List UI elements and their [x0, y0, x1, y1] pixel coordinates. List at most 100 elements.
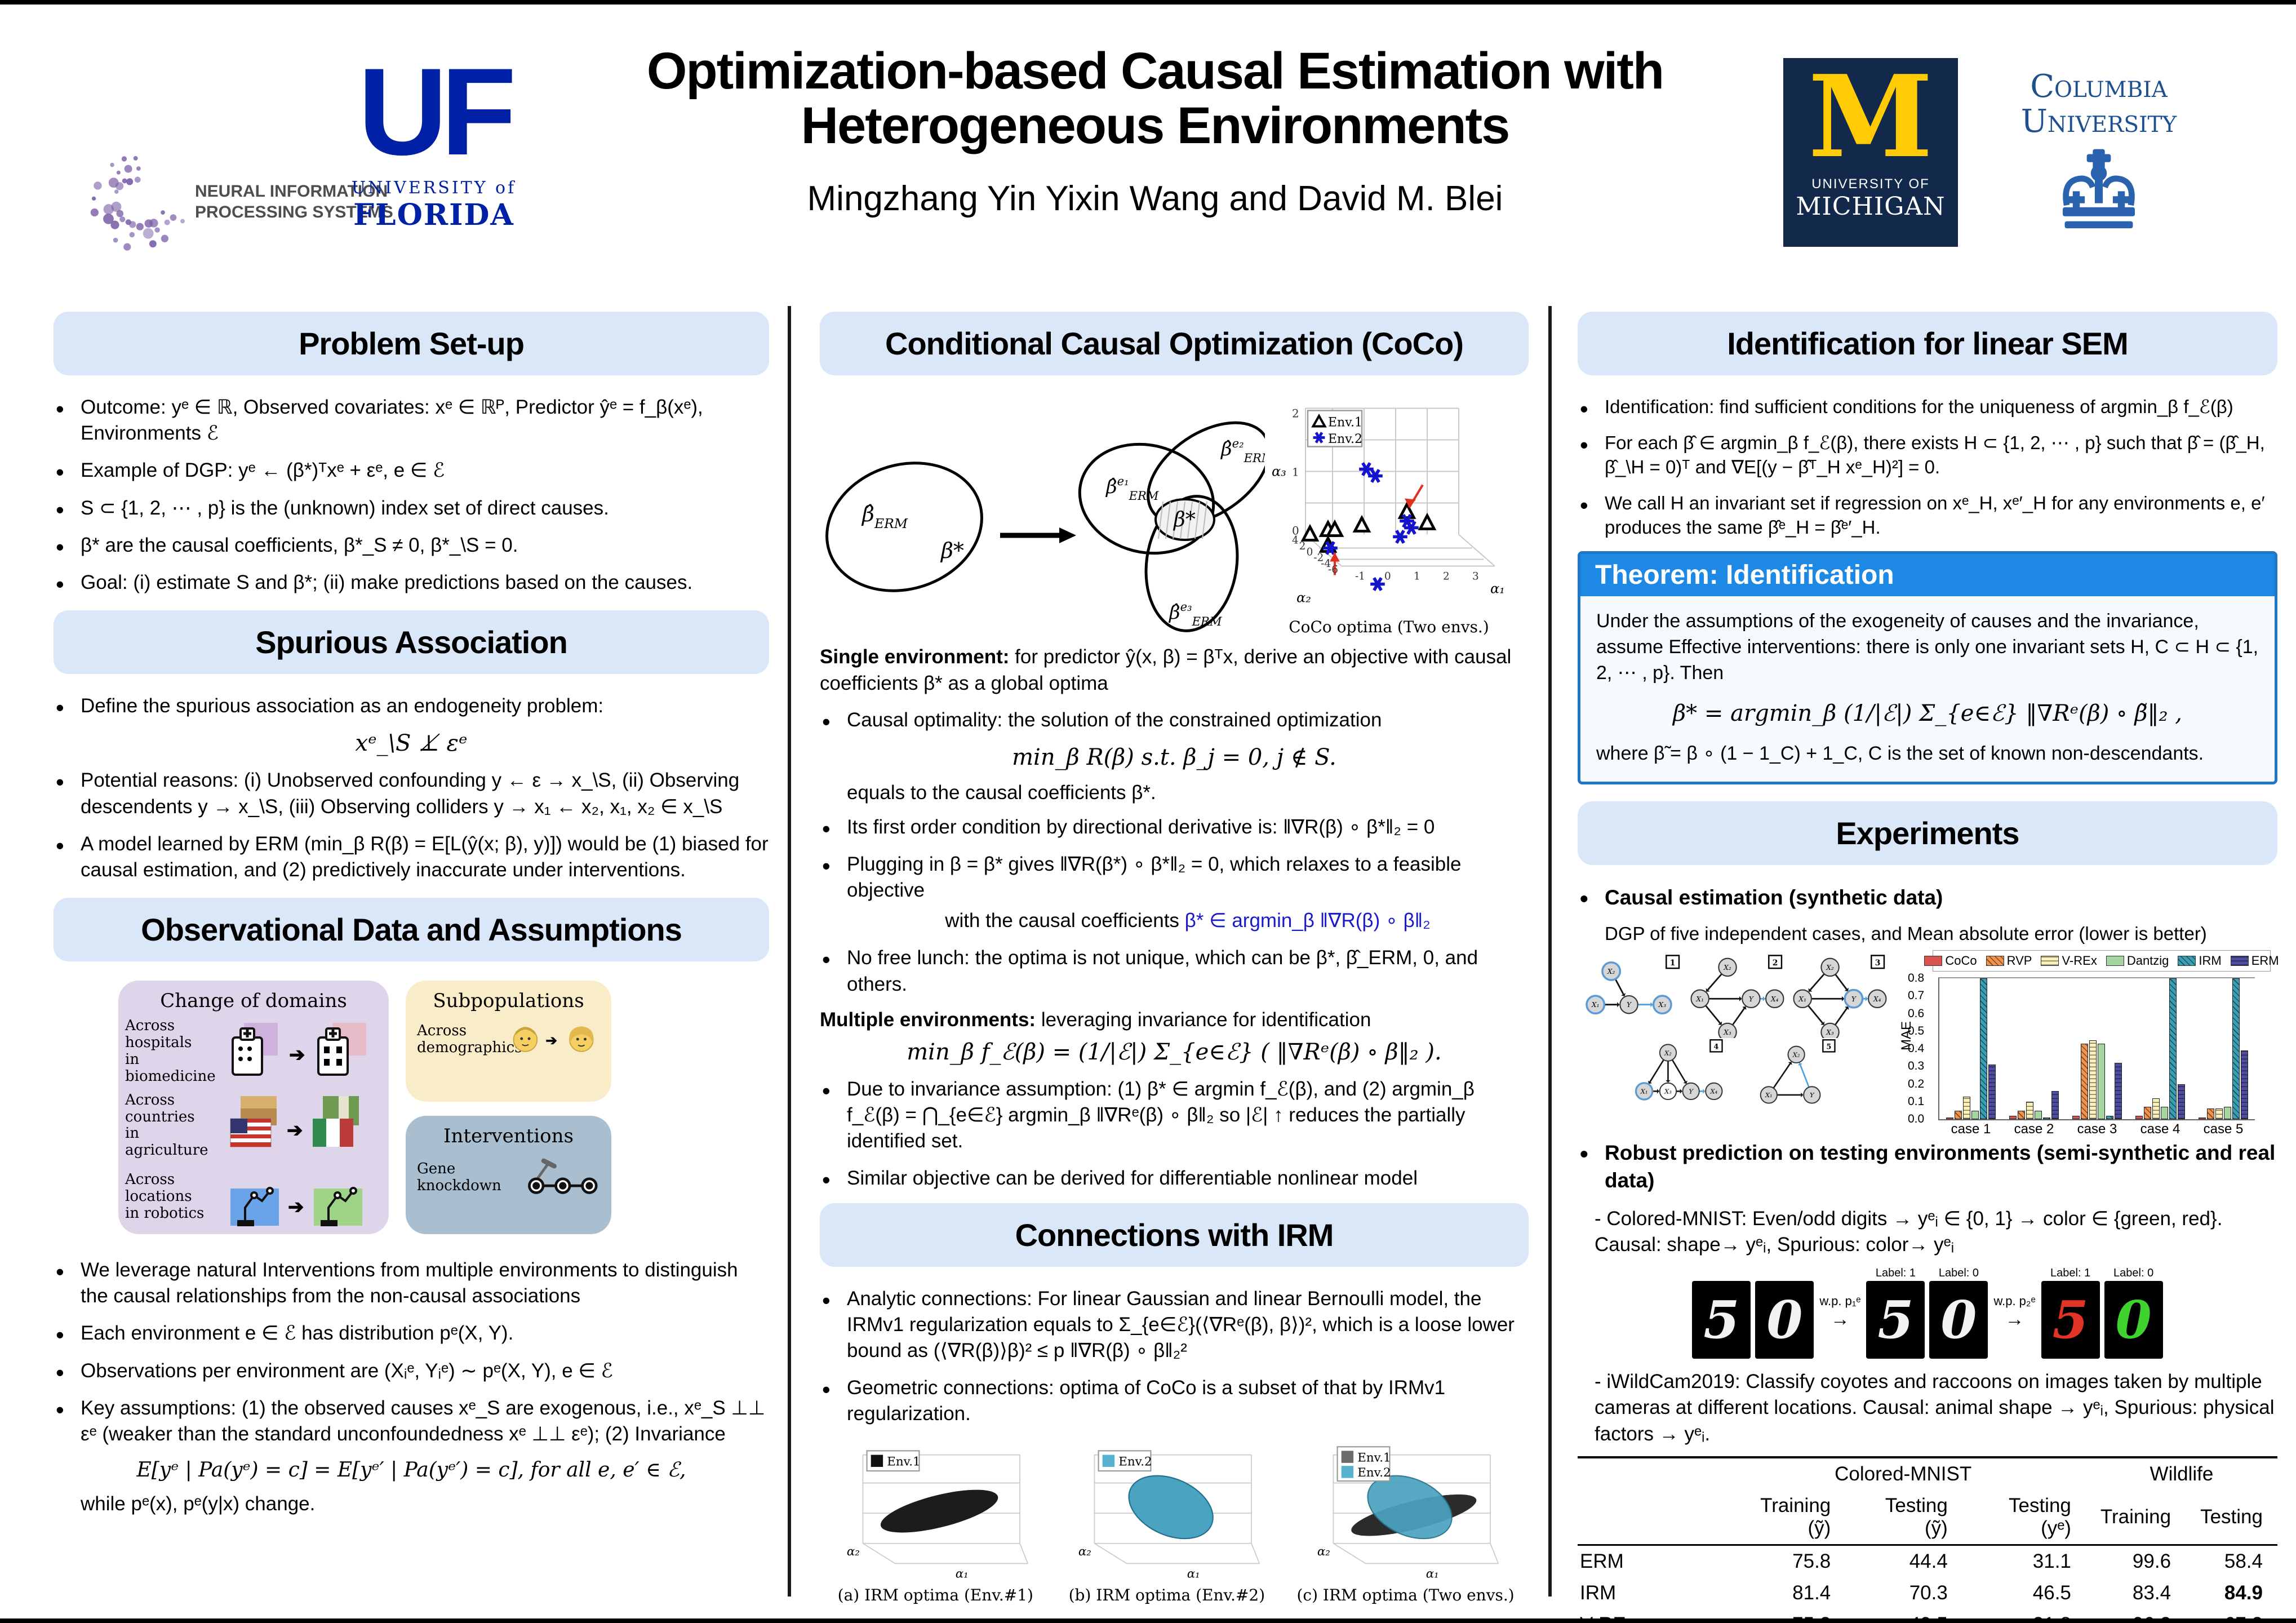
legend-env1: Env.1: [1357, 1451, 1391, 1465]
bullet-item: β* are the causal coefficients, β*_S ≠ 0…: [54, 531, 769, 563]
dag-cases: X₂ X₁ Y X₃ 1 X₂ X₁ X₃ Y X₄ 2 X₂ X₁ X₃ Y X₄ 3 X₂ X₁ X₃ Y X₄ 4 X₂…: [1578, 954, 1893, 1117]
dag-case-1: X₂ X₁ Y X₃ 1: [1586, 955, 1680, 1015]
column-divider-right: [1548, 306, 1552, 1597]
svg-text:5: 5: [1826, 1043, 1831, 1052]
svg-text:4: 4: [1713, 1043, 1718, 1052]
svg-text:➔: ➔: [545, 1032, 557, 1049]
while-change-line: while pᵉ(x), pᵉ(y|x) change.: [81, 1493, 316, 1515]
svg-text:4: 4: [1292, 535, 1299, 547]
domains-row-agriculture: Across countries in agriculture ➔: [118, 1089, 389, 1163]
svg-text:1: 1: [1670, 959, 1676, 968]
us-flag-icon: [230, 1118, 272, 1147]
row-label: in biomedicine: [125, 1050, 216, 1085]
svg-text:X₂: X₂: [1723, 964, 1731, 972]
irm-plot-a: Env.1 α₂ α₁ (a) IRM optima (Env.#1): [834, 1439, 1037, 1604]
legend-env1: Env.1: [887, 1455, 921, 1469]
svg-text:β̂ERM: β̂ERM: [861, 502, 908, 531]
bullet-item: Due to invariance assumption: (1) β* ∈ a…: [820, 1075, 1529, 1155]
synthetic-figure: X₂ X₁ Y X₃ 1 X₂ X₁ X₃ Y X₄ 2 X₂ X₁ X₃ Y X₄ 3 X₂ X₁ X₃ Y X₄ 4 X₂…: [1578, 950, 2279, 1137]
axis-a2: α₂: [847, 1545, 860, 1559]
theorem-text: Under the assumptions of the exogeneity …: [1596, 610, 2259, 684]
mnist-digit: 0: [1755, 1281, 1814, 1359]
mnist-label: Label: 0: [2113, 1267, 2154, 1280]
interventions-box-title: Interventions: [443, 1125, 574, 1148]
neurips-swirl-icon: [90, 156, 185, 251]
subpop-box-title: Subpopulations: [433, 990, 584, 1013]
theorem-equation: β* = argmin_β (1/|ℰ|) Σ_{e∈ℰ} ‖∇Rᵉ(β) ∘ …: [1673, 700, 2182, 727]
svg-text:0: 0: [1292, 524, 1299, 538]
svg-text:X₄: X₄: [1873, 995, 1881, 1003]
neurips-line2: PROCESSING SYSTEMS: [195, 203, 393, 221]
neurips-logo: NEURAL INFORMATION PROCESSING SYSTEMS: [85, 143, 393, 261]
row-label: in agriculture: [125, 1125, 208, 1159]
eq1-after: equals to the causal coefficients β*.: [847, 781, 1156, 804]
coco-figure: β̂ERM β* β̂e₁ERM β̂e₂ERM β̂e₃ERM β* Env.1 Env.…: [820, 394, 1529, 637]
dag-case-4: X₂ X₁ X₃ Y X₄ 4: [1635, 1039, 1723, 1101]
irm-plot-c: Env.1 Env.2 α₂ α₁ (c) IRM optima (Two en…: [1296, 1439, 1515, 1604]
dgp-subline: DGP of five independent cases, and Mean …: [1605, 923, 2207, 944]
section-spurious-association: Spurious Association: [54, 610, 769, 675]
legend-env2: Env.2: [1357, 1466, 1391, 1480]
svg-text:X₃: X₃: [1658, 1001, 1667, 1009]
svg-text:➔: ➔: [288, 1196, 304, 1218]
multi-env-head: Multiple environments:: [820, 1008, 1036, 1031]
mnist-digit-red: 5: [2041, 1281, 2100, 1359]
with-causal-coeff-text: with the causal coefficients: [945, 910, 1185, 932]
svg-text:1: 1: [1414, 571, 1420, 583]
bullet-item: Robust prediction on testing environment…: [1578, 1138, 2277, 1195]
svg-text:0: 0: [1307, 546, 1313, 558]
bullet-item: Example of DGP: yᵉ ← (β*)ᵀxᵉ + εᵉ, e ∈ ℰ: [54, 456, 769, 488]
svg-text:X₃: X₃: [1826, 1028, 1834, 1036]
dag-case-5: X₂ X₁ Y 5: [1760, 1039, 1836, 1104]
endogeneity-formula: xᵉ_\S ⊥̸ εᵉ: [355, 730, 468, 757]
svg-text:α₃: α₃: [1272, 464, 1286, 480]
svg-text:3: 3: [1472, 571, 1479, 583]
gene-knockdown-label: Gene knockdown: [417, 1160, 501, 1195]
bullet-item: Causal estimation (synthetic data): [1578, 883, 2277, 914]
svg-text:2: 2: [1443, 571, 1450, 583]
bullet-item: For each β̂ ∈ argmin_β f_ℰ(β), there exi…: [1578, 429, 2277, 480]
svg-text:-1: -1: [1355, 571, 1365, 583]
bullet-item: Outcome: yᵉ ∈ ℝ, Observed covariates: xᵉ…: [54, 393, 769, 446]
bullet-item: Its first order condition by directional…: [820, 813, 1529, 845]
svg-text:Y: Y: [1627, 1001, 1632, 1009]
right-column: Identification for linear SEM Identifica…: [1578, 312, 2279, 1618]
poster-title-line1: Optimization-based Causal Estimation wit…: [646, 42, 1664, 100]
svg-text:X₄: X₄: [1770, 995, 1779, 1003]
bullet-item: Identification: find sufficient conditio…: [1578, 393, 2277, 424]
theorem-body: Under the assumptions of the exogeneity …: [1580, 596, 2275, 782]
section-problem-setup: Problem Set-up: [54, 312, 769, 375]
svg-text:0: 0: [1384, 571, 1391, 583]
domains-box-title: Change of domains: [160, 990, 347, 1013]
columbia-line1: Columbia: [2030, 68, 2168, 105]
single-env-rest: for predictor ŷ(x, β) = βᵀx, derive an o…: [820, 646, 1512, 695]
svg-text:X₁: X₁: [1765, 1091, 1773, 1099]
argmin-blue-math: β* ∈ argmin_β ‖∇R(β) ∘ β‖₂: [1184, 910, 1431, 932]
svg-text:➔: ➔: [289, 1044, 305, 1066]
column-divider-left: [788, 306, 791, 1597]
results-table: Colored-MNIST Wildlife Training (ỹ) Testing…: [1578, 1456, 2277, 1618]
svg-text:α₁: α₁: [1490, 581, 1505, 597]
invariance-equation: E[yᵉ | Pa(yᵉ) = c] = E[yᵉ′ | Pa(yᵉ′) = c…: [136, 1458, 686, 1482]
domains-row-robotics: Across locations in robotics ➔: [118, 1163, 389, 1231]
svg-text:X₄: X₄: [1710, 1088, 1718, 1096]
uf-logo: UF UNIVERSITY of FLORIDA: [349, 50, 518, 232]
bullet-item: Each environment e ∈ ℰ has distribution …: [54, 1319, 769, 1351]
svg-text:β*: β*: [1173, 508, 1196, 531]
row-label: Across locations: [125, 1171, 192, 1205]
subpopulations-box: Subpopulations Across demographics ➔: [406, 981, 611, 1102]
row-label: Across hospitals: [125, 1017, 192, 1051]
columbia-crown-icon: [2063, 149, 2135, 229]
single-env-head: Single environment:: [820, 646, 1010, 668]
mnist-digit: 0: [1929, 1281, 1988, 1359]
svg-text:3: 3: [1875, 959, 1881, 968]
bullet-item: We leverage natural Interventions from m…: [54, 1256, 769, 1309]
neurips-wordmark: NEURAL INFORMATION PROCESSING SYSTEMS: [195, 181, 393, 223]
svg-text:X₂: X₂: [1607, 968, 1615, 975]
bullet-item: Key assumptions: (1) the observed causes…: [54, 1394, 769, 1447]
svg-text:-6: -6: [1328, 564, 1338, 576]
columbia-logo: Columbia University: [1995, 69, 2203, 236]
bullet-item: Observations per environment are (Xᵢᵉ, Y…: [54, 1357, 769, 1389]
theorem-title: Theorem: Identification: [1580, 553, 2275, 596]
